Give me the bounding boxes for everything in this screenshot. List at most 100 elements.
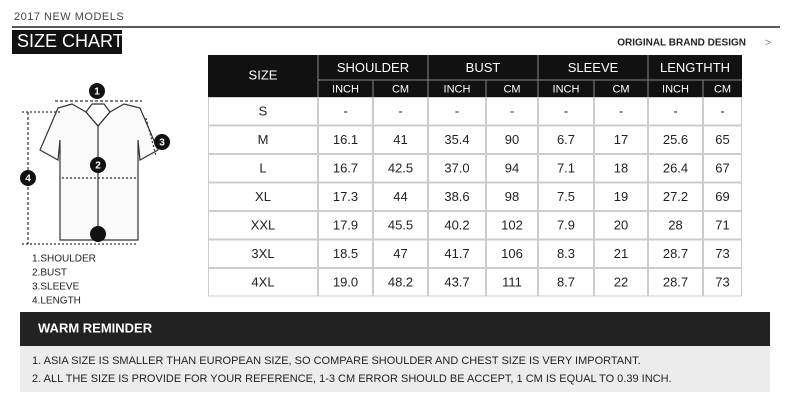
- cell-text: 41: [393, 132, 407, 147]
- cell-text: 19.0: [333, 275, 358, 290]
- unit-header: CM: [503, 83, 520, 95]
- cell: [486, 154, 538, 183]
- cell-text: 27.2: [663, 189, 688, 204]
- marker-circle: [20, 170, 36, 186]
- cell-text: 28: [668, 218, 682, 233]
- cell-text: 7.1: [557, 161, 575, 176]
- cell-text: 17.9: [333, 218, 358, 233]
- unit-header: CM: [392, 83, 409, 95]
- cell-text: 71: [715, 218, 729, 233]
- cell: [208, 125, 318, 154]
- cell-text: XXL: [251, 218, 276, 233]
- cell-text: 4XL: [251, 275, 274, 290]
- cell: [428, 97, 486, 126]
- arrow: >: [765, 37, 771, 49]
- cell-text: 40.2: [444, 218, 469, 233]
- cell-text: 17: [614, 132, 628, 147]
- marker: 1: [94, 87, 100, 98]
- cell: [648, 268, 703, 297]
- cell: [486, 239, 538, 268]
- cell: [373, 239, 428, 268]
- cell: [373, 154, 428, 183]
- cell-text: 38.6: [444, 189, 469, 204]
- cell-text: -: [619, 104, 623, 119]
- note: 2. ALL THE SIZE IS PROVIDE FOR YOUR REFE…: [32, 373, 672, 385]
- cell: [373, 97, 428, 126]
- cell-text: 22: [614, 275, 628, 290]
- unit-header: INCH: [332, 83, 359, 95]
- cell-text: 67: [715, 161, 729, 176]
- cell-text: 45.5: [388, 218, 413, 233]
- cell-text: 90: [505, 132, 519, 147]
- unit-header: INCH: [444, 83, 471, 95]
- cell-text: 35.4: [444, 132, 469, 147]
- group-header: SLEEVE: [568, 60, 619, 75]
- cell: [594, 125, 648, 154]
- cell: [486, 125, 538, 154]
- cell-text: 37.0: [444, 161, 469, 176]
- legend-item: 4.LENGTH: [32, 296, 81, 307]
- note: 1. ASIA SIZE IS SMALLER THAN EUROPEAN SI…: [32, 355, 641, 367]
- cell: [538, 125, 594, 154]
- cell: [208, 211, 318, 240]
- cell: [703, 97, 742, 126]
- cell: [594, 154, 648, 183]
- cell: [373, 182, 428, 211]
- cell: [703, 239, 742, 268]
- cell: [318, 97, 373, 126]
- cell-text: 3XL: [251, 246, 274, 261]
- cell: [648, 239, 703, 268]
- cell: [318, 154, 373, 183]
- cell-text: -: [398, 104, 402, 119]
- cell: [648, 182, 703, 211]
- notes-box: [20, 346, 770, 392]
- cell: [538, 97, 594, 126]
- cell-text: 102: [501, 218, 523, 233]
- cell-text: 8.7: [557, 275, 575, 290]
- cell-text: 42.5: [388, 161, 413, 176]
- cell: [648, 125, 703, 154]
- cell: [428, 268, 486, 297]
- cell-text: 65: [715, 132, 729, 147]
- cell: [486, 97, 538, 126]
- cell-text: S: [259, 104, 268, 119]
- cell-text: 111: [502, 275, 522, 290]
- cell: [594, 182, 648, 211]
- cell-text: 28.7: [663, 246, 688, 261]
- cell: [486, 182, 538, 211]
- title-box: [12, 30, 122, 54]
- cell: [703, 182, 742, 211]
- cell: [703, 125, 742, 154]
- legend-item: 2.BUST: [32, 268, 67, 279]
- cell: [486, 211, 538, 240]
- legend-item: 3.SLEEVE: [32, 282, 80, 293]
- legend: 1.SHOULDER 2.BUST 3.SLEEVE 4.LENGTH: [32, 254, 96, 307]
- cell-text: 18: [614, 161, 628, 176]
- cell: [373, 125, 428, 154]
- cell-text: XL: [255, 189, 271, 204]
- cell: [318, 239, 373, 268]
- cell-text: 28.7: [663, 275, 688, 290]
- unit-header: CM: [612, 83, 629, 95]
- cell: [428, 182, 486, 211]
- marker: 4: [25, 174, 31, 185]
- cell-text: -: [564, 104, 568, 119]
- title: SIZE CHART: [17, 31, 124, 51]
- cell-text: -: [455, 104, 459, 119]
- cell: [594, 211, 648, 240]
- cell: [373, 211, 428, 240]
- cell-text: -: [510, 104, 514, 119]
- cell-text: 41.7: [444, 246, 469, 261]
- subtitle: 2017 NEW MODELS: [14, 11, 124, 23]
- cell: [208, 239, 318, 268]
- cell: [648, 97, 703, 126]
- group-header: LENGTHTH: [660, 60, 730, 75]
- cell: [594, 268, 648, 297]
- cell-text: 6.7: [557, 132, 575, 147]
- notes: 1. ASIA SIZE IS SMALLER THAN EUROPEAN SI…: [32, 355, 672, 385]
- cell: [648, 154, 703, 183]
- marker-circle: [90, 157, 106, 173]
- cell-text: 48.2: [388, 275, 413, 290]
